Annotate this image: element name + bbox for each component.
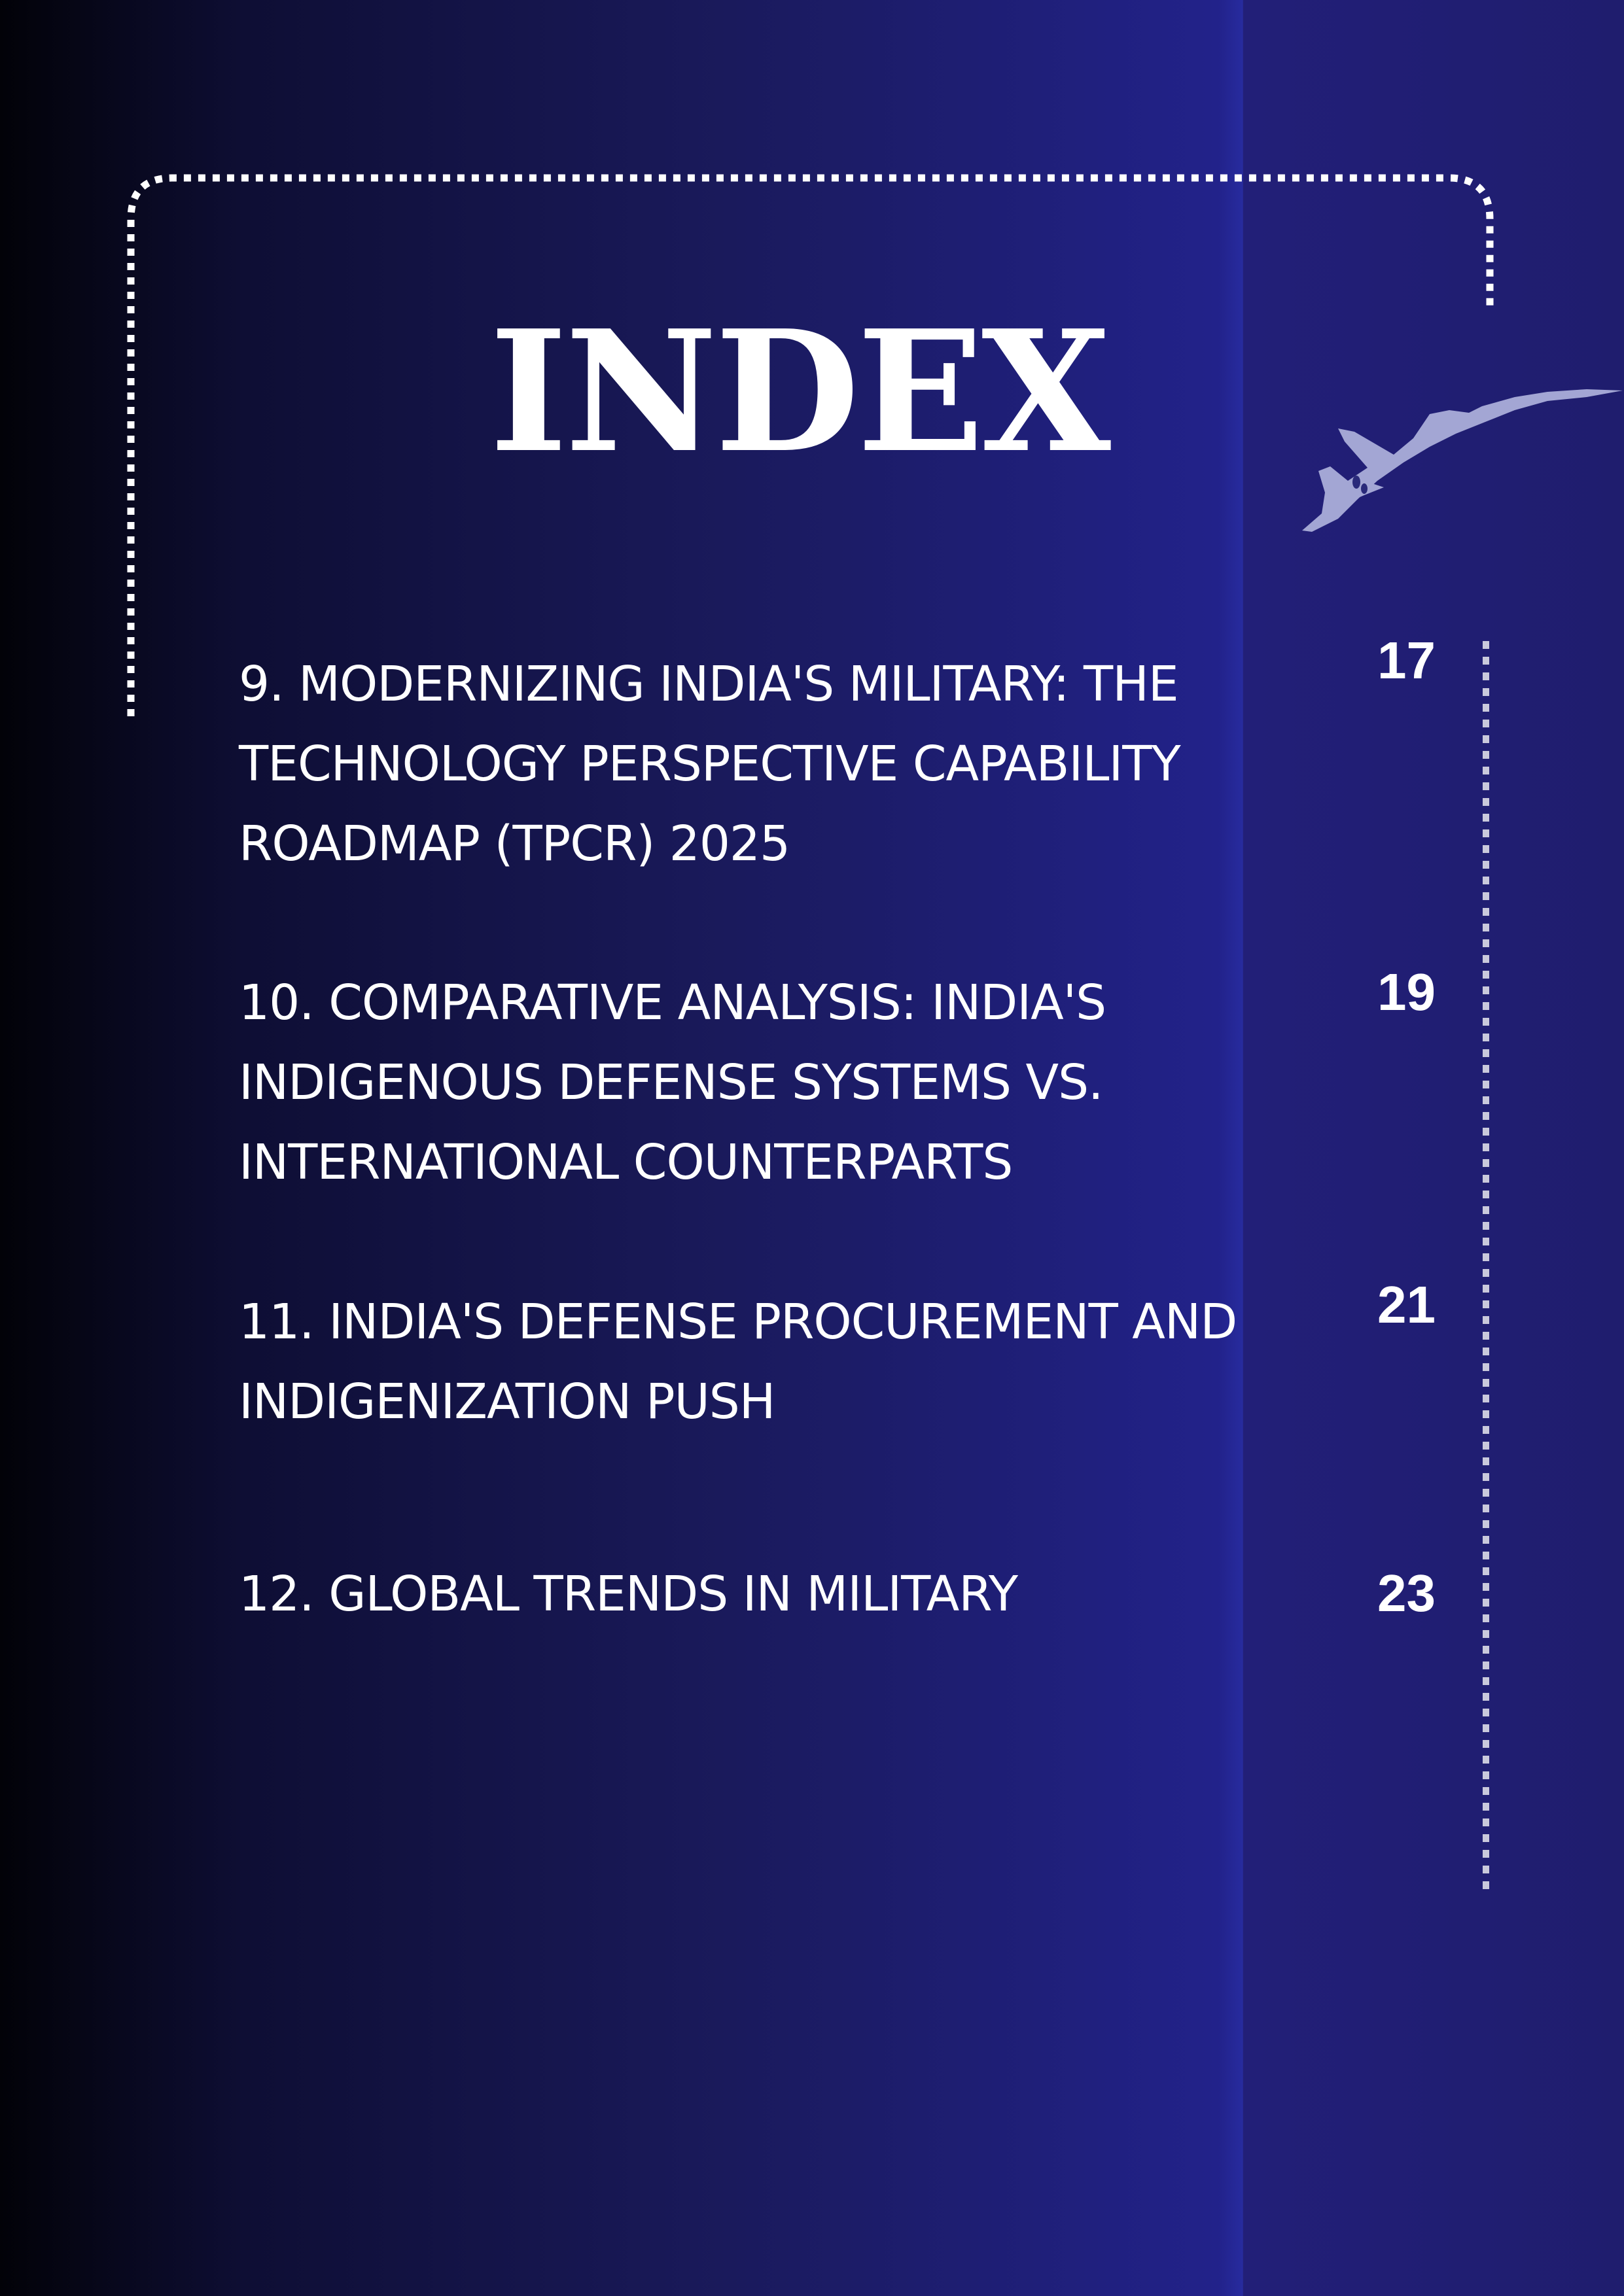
toc-entry-title: 12. GLOBAL TRENDS IN MILITARY: [239, 1566, 1018, 1622]
right-band: [1243, 0, 1624, 2296]
toc-entry-page-number: 21: [1377, 1276, 1436, 1334]
toc-entry-page-number: 23: [1377, 1564, 1436, 1622]
fighter-jet-icon: [1302, 389, 1623, 532]
toc-entry-title: 11. INDIA'S DEFENSE PROCUREMENT AND INDI…: [239, 1294, 1237, 1430]
page-title: INDEX: [489, 294, 1111, 490]
toc-entry-page-number: 17: [1377, 631, 1436, 689]
toc-entry-title: 10. COMPARATIVE ANALYSIS: INDIA'S INDIGE…: [239, 975, 1106, 1191]
top-frame-line: [127, 174, 1494, 716]
toc-entry-title: 9. MODERNIZING INDIA'S MILITARY: THE TEC…: [239, 656, 1181, 872]
toc-entry-page-number: 19: [1377, 963, 1436, 1021]
